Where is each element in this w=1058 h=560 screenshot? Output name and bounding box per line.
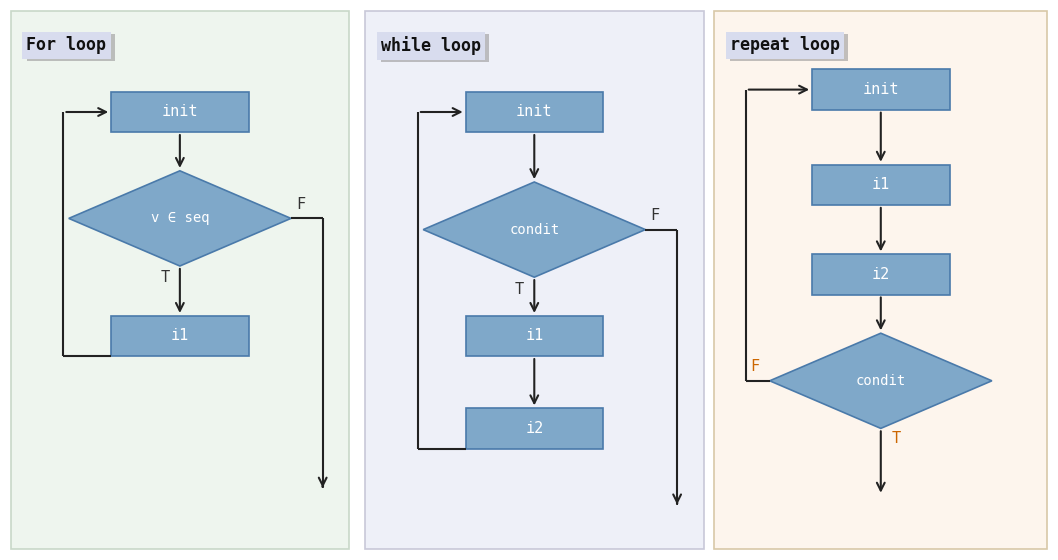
FancyBboxPatch shape	[111, 316, 249, 356]
Text: For loop: For loop	[26, 36, 107, 54]
Text: T: T	[514, 282, 524, 297]
Text: i2: i2	[525, 421, 544, 436]
FancyBboxPatch shape	[11, 11, 349, 549]
FancyBboxPatch shape	[466, 92, 603, 132]
Text: T: T	[160, 270, 169, 286]
Text: init: init	[516, 105, 552, 119]
Text: i1: i1	[525, 329, 544, 343]
Text: while loop: while loop	[381, 36, 481, 55]
FancyBboxPatch shape	[813, 165, 950, 205]
FancyBboxPatch shape	[813, 69, 950, 110]
FancyBboxPatch shape	[466, 316, 603, 356]
Text: For loop: For loop	[31, 39, 111, 57]
Text: init: init	[862, 82, 899, 97]
Text: F: F	[296, 197, 306, 212]
Text: i2: i2	[872, 267, 890, 282]
Text: F: F	[651, 208, 660, 223]
FancyBboxPatch shape	[111, 92, 249, 132]
FancyBboxPatch shape	[813, 254, 950, 295]
Text: i1: i1	[170, 329, 189, 343]
Polygon shape	[69, 171, 291, 266]
Polygon shape	[770, 333, 992, 428]
Text: repeat loop: repeat loop	[730, 36, 840, 54]
FancyBboxPatch shape	[365, 11, 704, 549]
Text: T: T	[891, 431, 900, 446]
Text: i1: i1	[872, 178, 890, 192]
Text: init: init	[162, 105, 198, 119]
FancyBboxPatch shape	[714, 11, 1047, 549]
Text: condit: condit	[856, 374, 906, 388]
Polygon shape	[423, 182, 645, 277]
Text: repeat loop: repeat loop	[734, 39, 844, 57]
Text: F: F	[750, 358, 760, 374]
FancyBboxPatch shape	[466, 408, 603, 449]
Text: condit: condit	[509, 223, 560, 237]
Text: while loop: while loop	[385, 39, 486, 58]
Text: v ∈ seq: v ∈ seq	[150, 212, 209, 226]
